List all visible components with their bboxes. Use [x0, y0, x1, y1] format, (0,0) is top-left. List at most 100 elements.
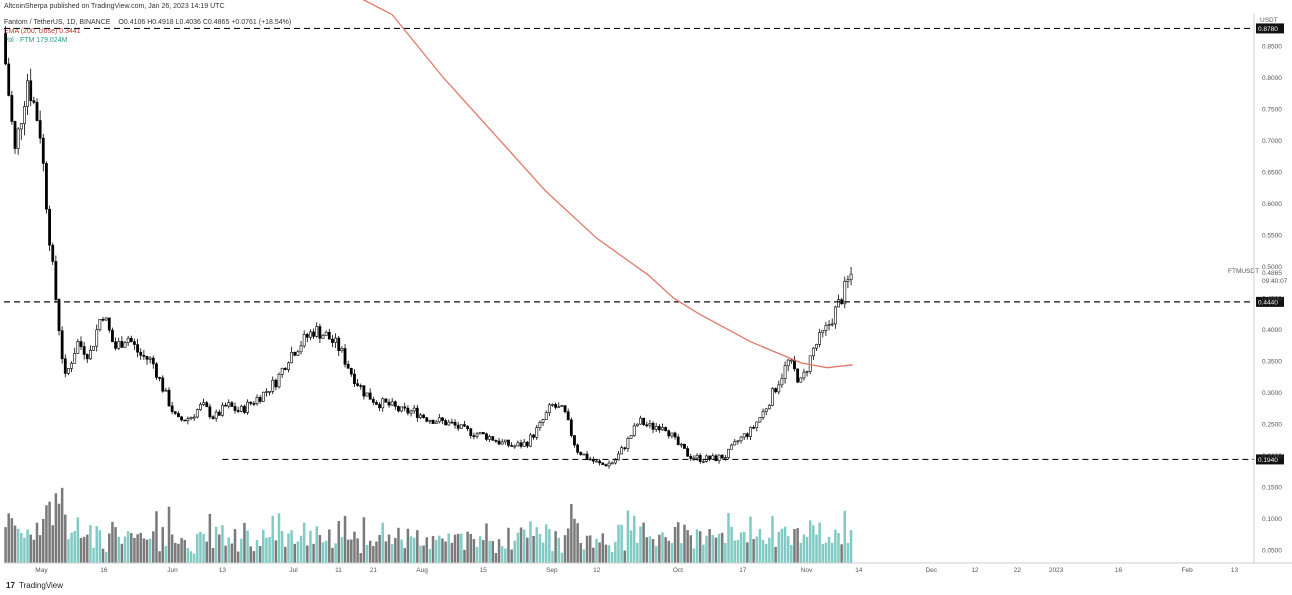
candle-body: [400, 406, 404, 412]
candle-body: [111, 329, 114, 343]
candle-body: [579, 451, 583, 455]
volume-bar: [711, 534, 715, 563]
volume-bar: [120, 543, 124, 563]
candle-body: [755, 421, 759, 428]
volume-bar: [249, 546, 252, 563]
candle-body: [818, 332, 822, 345]
volume-bar: [742, 532, 746, 563]
candle-body: [337, 337, 341, 351]
volume-bar: [92, 547, 95, 563]
published-line: AltcoinSherpa published on TradingView.c…: [4, 3, 225, 10]
candle-body: [821, 330, 825, 333]
volume-bar: [736, 540, 740, 563]
candle-body: [334, 337, 337, 343]
volume-bar: [425, 537, 429, 563]
volume-bar: [689, 535, 693, 563]
candle-body: [221, 404, 224, 416]
candle-body: [368, 392, 372, 400]
volume-bar: [541, 542, 545, 563]
last-price-symbol: FTMUSDT: [1228, 268, 1259, 275]
volume-bar: [645, 537, 649, 563]
volume-bar: [692, 548, 696, 563]
candle-body: [827, 324, 831, 326]
volume-bar: [183, 539, 186, 563]
volume-bar: [488, 540, 491, 563]
candle-body: [799, 377, 803, 383]
candle-body: [805, 371, 809, 373]
candle-body: [639, 417, 642, 425]
candle-body: [283, 368, 287, 370]
volume-bar: [441, 538, 444, 563]
volume-bar: [642, 522, 645, 563]
x-tick-label: 16: [100, 567, 108, 574]
candle-body: [224, 404, 227, 407]
volume-bar: [139, 532, 142, 563]
candle-body: [683, 443, 686, 449]
candle-body: [833, 306, 837, 325]
candle-body: [849, 273, 853, 281]
volume-bar: [262, 529, 265, 563]
candle-body: [789, 359, 793, 362]
tradingview-footer[interactable]: 17 TradingView: [6, 581, 63, 590]
candle-body: [101, 318, 105, 321]
candle-body: [673, 432, 677, 438]
candle-body: [19, 123, 23, 130]
candle-body: [626, 438, 630, 449]
volume-bar: [309, 530, 312, 563]
volume-bar: [23, 537, 26, 563]
candle-body: [645, 424, 649, 427]
candle-body: [774, 388, 778, 393]
candle-body: [617, 453, 620, 461]
candle-body: [180, 416, 183, 421]
y-tick-label: 0.7000: [1262, 138, 1282, 145]
volume-bar: [293, 543, 296, 563]
candle-body: [588, 458, 592, 461]
volume-bar: [469, 533, 473, 563]
volume-bar: [265, 537, 268, 563]
candle-body: [727, 448, 730, 458]
volume-bar: [365, 544, 369, 563]
price-axis: USDT 0.8500 0.8000 0.7500 0.7000 0.6500 0.6000…: [4, 14, 1292, 564]
candle-body: [582, 453, 586, 456]
candle-body: [76, 341, 80, 354]
candle-body: [686, 448, 690, 457]
volume-bar: [453, 534, 457, 563]
candle-body: [780, 378, 784, 386]
candle-body: [4, 33, 7, 65]
volume-bar: [246, 530, 249, 563]
volume-bar: [607, 545, 611, 563]
x-tick-label: Oct: [673, 567, 683, 574]
volume-bar: [271, 515, 274, 563]
y-tick-label: 0.6500: [1262, 169, 1282, 176]
volume-bar: [4, 527, 7, 563]
candle-body: [397, 406, 400, 412]
candle-body: [412, 407, 416, 412]
level-label: 0.8780: [1258, 26, 1278, 33]
brand-label: TradingView: [18, 581, 64, 590]
volume-bar: [390, 544, 394, 563]
candle-body: [463, 424, 466, 427]
volume-bar: [54, 493, 58, 563]
volume-bar: [504, 548, 507, 563]
x-tick-label: 12: [971, 567, 979, 574]
volume-bar: [582, 549, 586, 563]
volume-bar: [161, 527, 164, 563]
volume-bar: [431, 535, 435, 563]
candle-body: [840, 299, 844, 305]
candle-body: [513, 445, 517, 448]
x-tick-label: 2023: [1049, 567, 1064, 574]
volume-bar: [746, 542, 749, 563]
candle-body: [7, 63, 11, 96]
candle-body: [387, 401, 391, 406]
volume-bar: [133, 537, 136, 563]
candle-body: [456, 424, 460, 429]
candle-body: [189, 417, 193, 419]
volume-bar: [60, 487, 64, 563]
volume-bar: [526, 537, 529, 563]
candle-body: [148, 357, 152, 360]
candle-body: [701, 461, 705, 463]
volume-bar: [89, 525, 92, 563]
candle-body: [598, 460, 602, 464]
volume-bar: [170, 534, 174, 563]
